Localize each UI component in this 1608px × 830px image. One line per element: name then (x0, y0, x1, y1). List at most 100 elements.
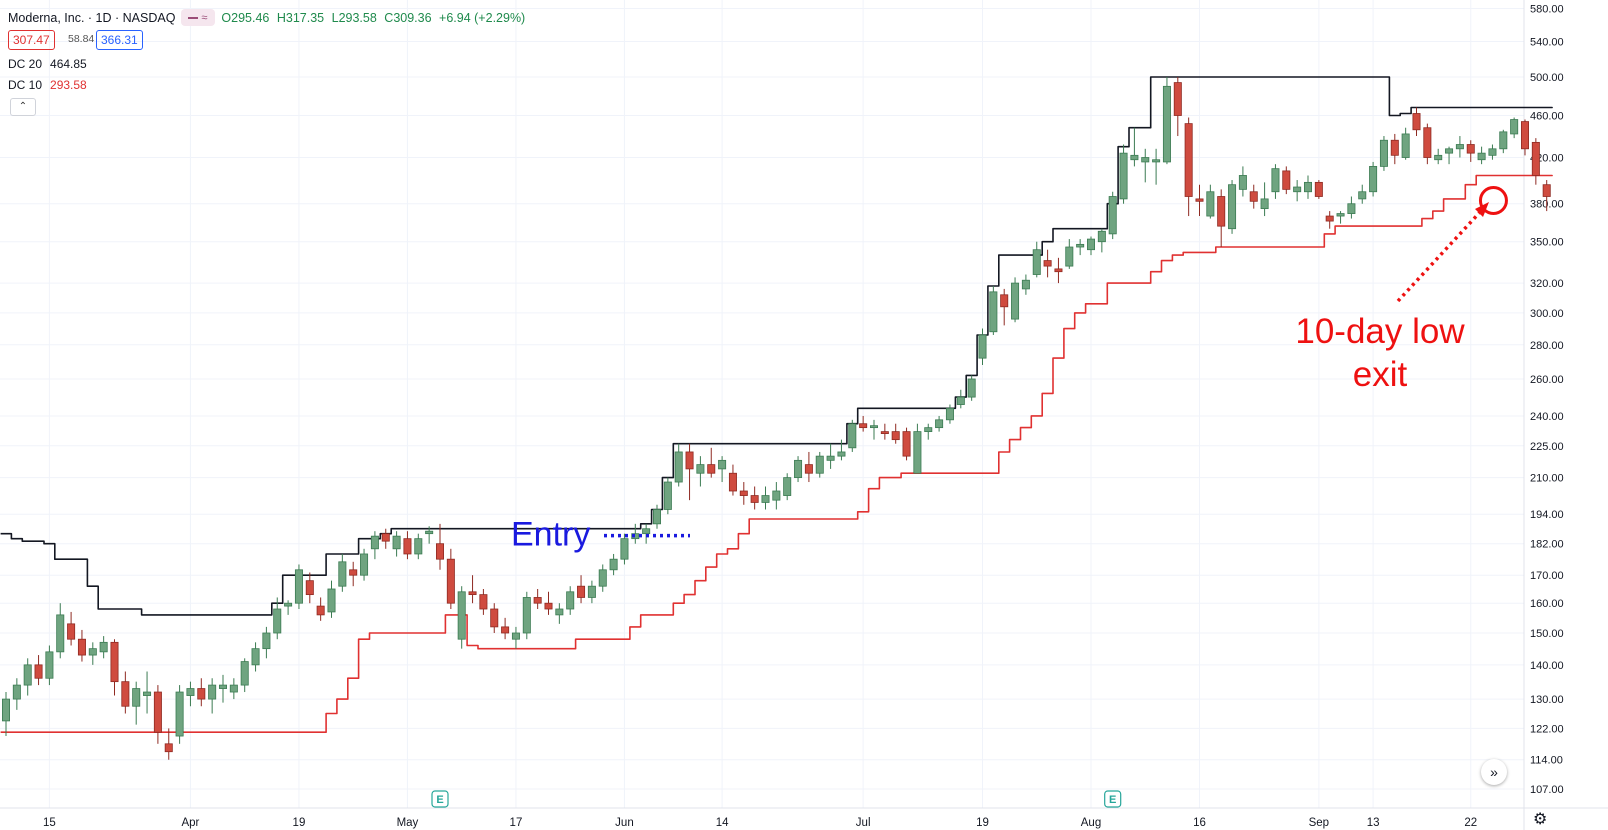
candle[interactable] (511, 626, 520, 649)
candle[interactable] (273, 597, 282, 640)
candle[interactable] (1423, 123, 1432, 165)
candle[interactable] (794, 456, 803, 483)
candle[interactable] (284, 600, 293, 615)
candle[interactable] (1455, 136, 1464, 158)
candle[interactable] (143, 671, 152, 714)
candle[interactable] (989, 285, 998, 335)
candle[interactable] (598, 564, 607, 592)
candle[interactable] (175, 685, 184, 744)
candle[interactable] (12, 678, 21, 710)
indicator-dc10[interactable]: DC 10 293.58 (8, 78, 87, 92)
candle[interactable] (45, 645, 54, 686)
candle[interactable] (1097, 228, 1106, 253)
earnings-marker[interactable]: E (1104, 790, 1122, 808)
candle[interactable] (34, 655, 43, 686)
candle[interactable] (902, 427, 911, 461)
candle[interactable] (1499, 129, 1508, 154)
candle[interactable] (967, 375, 976, 401)
candle[interactable] (1304, 175, 1313, 199)
candle[interactable] (1358, 184, 1367, 204)
candle[interactable] (1477, 146, 1486, 165)
candle[interactable] (859, 415, 868, 432)
candle[interactable] (1087, 236, 1096, 256)
candle[interactable] (2, 692, 10, 737)
candle[interactable] (1260, 182, 1269, 217)
candle[interactable] (587, 580, 596, 604)
candle[interactable] (1369, 161, 1378, 197)
candle[interactable] (153, 685, 162, 744)
candle[interactable] (208, 678, 217, 714)
candle[interactable] (1173, 77, 1182, 137)
scroll-to-realtime-button[interactable]: » (1481, 759, 1507, 785)
candle[interactable] (99, 636, 108, 659)
candle[interactable] (1379, 136, 1388, 171)
candle[interactable] (1271, 164, 1280, 199)
candle[interactable] (338, 553, 347, 592)
candle[interactable] (435, 523, 444, 570)
candle[interactable] (392, 531, 401, 557)
candle[interactable] (1217, 189, 1226, 248)
candle[interactable] (197, 678, 206, 707)
candle[interactable] (1412, 107, 1421, 137)
candle[interactable] (772, 482, 781, 510)
candle[interactable] (1488, 144, 1497, 160)
candle[interactable] (935, 415, 944, 432)
candle[interactable] (294, 564, 303, 610)
candle[interactable] (501, 617, 510, 640)
candle[interactable] (1293, 180, 1302, 202)
candle[interactable] (707, 447, 716, 478)
candle[interactable] (978, 328, 987, 365)
candle[interactable] (1162, 77, 1171, 165)
candle[interactable] (327, 580, 336, 618)
candle[interactable] (23, 658, 32, 696)
symbol-title[interactable]: Moderna, Inc. · 1D · NASDAQ (8, 10, 176, 25)
candle[interactable] (642, 523, 651, 544)
candle[interactable] (739, 482, 748, 505)
candle[interactable] (631, 523, 640, 544)
candle[interactable] (1119, 144, 1128, 204)
candle[interactable] (1238, 166, 1247, 197)
candle[interactable] (1314, 180, 1323, 199)
candle[interactable] (685, 443, 694, 501)
sell-price-button[interactable]: 307.47 (8, 30, 55, 50)
candle[interactable] (425, 526, 434, 544)
candle[interactable] (783, 473, 792, 501)
candle[interactable] (718, 456, 727, 483)
candle[interactable] (457, 586, 466, 649)
candle[interactable] (490, 603, 499, 633)
candle[interactable] (132, 681, 141, 725)
collapse-legend-button[interactable]: ⌃ (10, 98, 36, 116)
candle[interactable] (1054, 257, 1063, 284)
candle[interactable] (1184, 117, 1193, 217)
candle[interactable] (381, 528, 390, 549)
candle[interactable] (1521, 119, 1530, 156)
candle[interactable] (1401, 127, 1410, 160)
candle[interactable] (370, 531, 379, 560)
indicator-dc20[interactable]: DC 20 464.85 (8, 57, 87, 71)
candle[interactable] (468, 575, 477, 604)
candle[interactable] (251, 642, 260, 672)
candle[interactable] (88, 642, 97, 665)
candle[interactable] (1011, 277, 1020, 323)
candle[interactable] (1043, 249, 1052, 278)
candle[interactable] (1108, 191, 1117, 240)
candle[interactable] (1531, 138, 1540, 185)
candle[interactable] (110, 639, 119, 696)
candle[interactable] (1130, 127, 1139, 167)
candle[interactable] (240, 658, 249, 693)
candle[interactable] (696, 456, 705, 487)
candle[interactable] (555, 603, 564, 624)
candle[interactable] (1390, 133, 1399, 165)
candle[interactable] (761, 486, 770, 510)
candle[interactable] (826, 443, 835, 469)
candle[interactable] (837, 439, 846, 461)
candle[interactable] (1021, 274, 1030, 295)
candle[interactable] (1141, 148, 1150, 183)
candle[interactable] (164, 728, 173, 760)
gear-icon[interactable]: ⚙ (1533, 811, 1548, 828)
candle[interactable] (653, 504, 662, 529)
candle[interactable] (1542, 180, 1551, 212)
candle[interactable] (1282, 166, 1291, 195)
candle[interactable] (1347, 196, 1356, 219)
